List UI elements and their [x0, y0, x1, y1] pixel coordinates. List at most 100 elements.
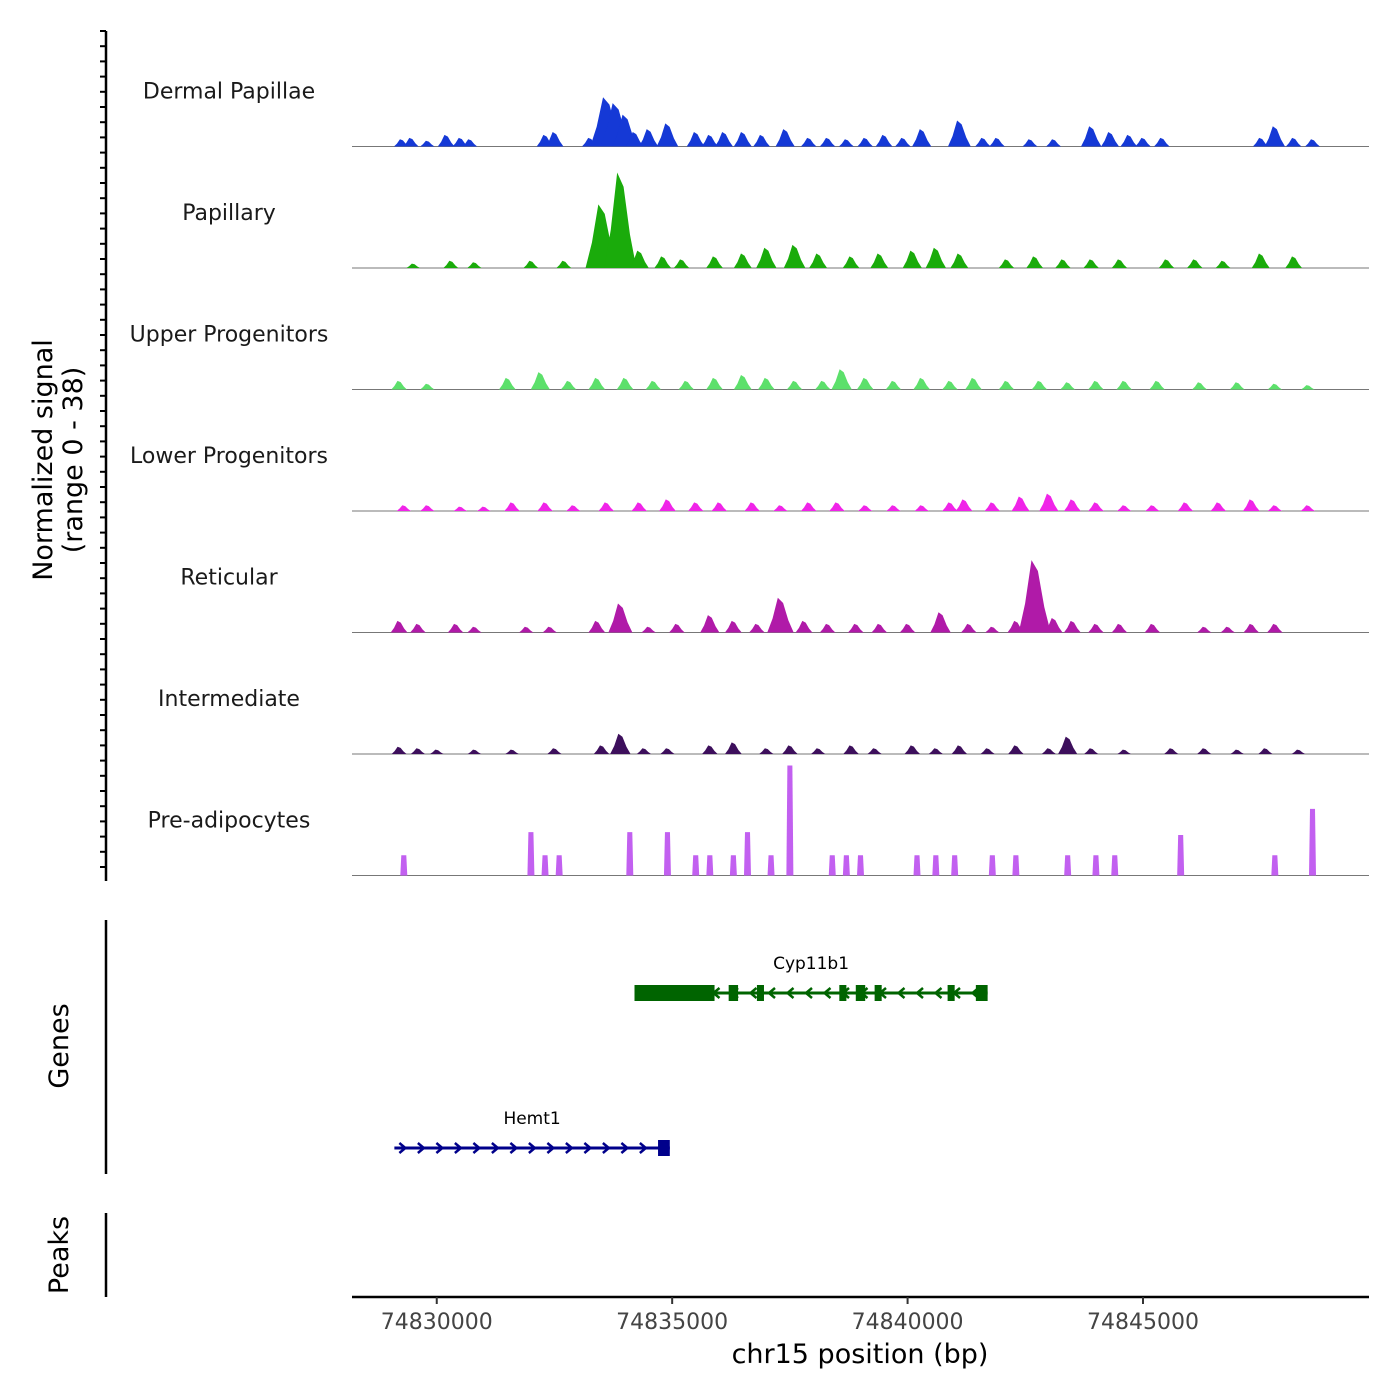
- signal-peak: [951, 855, 959, 876]
- gene-exon: [947, 985, 955, 1001]
- signal-peak: [724, 620, 742, 633]
- signal-peak: [842, 855, 850, 876]
- signal-peak: [1177, 502, 1194, 511]
- signal-peak: [396, 505, 411, 511]
- signal-peak: [930, 612, 951, 633]
- signal-peak: [1305, 139, 1320, 147]
- signal-peak: [767, 855, 775, 876]
- strand-arrow-icon: [915, 987, 924, 999]
- signal-peak: [871, 623, 888, 633]
- signal-peak: [1018, 560, 1051, 633]
- signal-peak: [1145, 505, 1160, 511]
- signal-peak: [453, 506, 468, 511]
- signal-peak: [706, 256, 723, 268]
- signal-peak: [1026, 256, 1044, 268]
- signal-peak: [902, 250, 922, 268]
- gene-exon: [756, 985, 764, 1001]
- signal-peak: [1135, 137, 1151, 147]
- signal-peak: [692, 855, 700, 876]
- signal-peak: [975, 137, 991, 147]
- x-tick-label: 74835000: [616, 1310, 728, 1335]
- track-label: Upper Progenitors: [130, 323, 329, 348]
- signal-peak: [733, 375, 752, 390]
- signal-peak: [1192, 382, 1207, 390]
- signal-peak: [815, 380, 831, 390]
- signal-peak: [504, 502, 520, 511]
- signal-peak: [1164, 748, 1179, 754]
- signal-peak: [406, 263, 421, 268]
- signal-peak: [1243, 623, 1260, 633]
- signal-peak: [1039, 493, 1059, 511]
- signal-peak: [476, 506, 491, 511]
- signal-peak: [1084, 748, 1099, 754]
- signal-peak: [391, 746, 407, 754]
- signal-peak: [641, 626, 656, 633]
- signal-peak: [447, 623, 464, 633]
- signal-peak: [913, 855, 921, 876]
- signal-peak: [960, 623, 977, 633]
- signal-peak: [626, 832, 634, 876]
- signal-peak: [1144, 623, 1161, 633]
- signal-peak: [886, 505, 901, 511]
- signal-peak: [1060, 382, 1076, 390]
- signal-peak: [687, 502, 704, 511]
- track-label: Lower Progenitors: [130, 444, 328, 469]
- signal-peak: [955, 499, 973, 511]
- signal-peak: [560, 380, 577, 390]
- signal-peak: [608, 603, 633, 633]
- signal-peak: [1012, 855, 1020, 876]
- strand-arrow-icon: [398, 1142, 408, 1154]
- signal-peak: [744, 832, 751, 876]
- track-label: Pre-adipocytes: [148, 809, 311, 834]
- track-intermediate: Intermediate: [158, 687, 1369, 755]
- signal-peak: [1267, 623, 1283, 633]
- signal-peak: [1285, 137, 1302, 147]
- signal-peak: [1220, 626, 1235, 633]
- signal-peak: [1197, 626, 1212, 633]
- signal-peak: [686, 132, 705, 147]
- signal-peak: [678, 380, 695, 390]
- signal-peak: [984, 502, 1001, 511]
- signal-peak: [1088, 380, 1104, 390]
- signal-peak: [545, 132, 564, 147]
- signal-peak: [400, 855, 408, 876]
- signal-peak: [654, 256, 672, 268]
- signal-peak: [1063, 499, 1081, 511]
- track-papillary: Papillary: [182, 172, 1369, 269]
- signal-peak: [1031, 380, 1048, 390]
- signal-peak: [773, 505, 788, 511]
- gene-exon: [874, 985, 882, 1001]
- signal-peak: [706, 855, 714, 876]
- strand-arrow-icon: [748, 987, 758, 999]
- signal-peak: [928, 748, 944, 754]
- signal-peak: [443, 260, 459, 268]
- signal-peak: [998, 380, 1015, 390]
- signal-peak: [410, 623, 426, 633]
- strand-arrow-icon: [620, 1142, 630, 1154]
- signal-peak: [467, 626, 482, 633]
- signal-peak: [733, 132, 752, 147]
- track-label: Intermediate: [158, 687, 300, 712]
- signal-peak: [782, 745, 798, 754]
- signal-peak: [1111, 259, 1128, 268]
- signal-peak: [733, 253, 752, 268]
- signal-peak: [951, 745, 968, 754]
- signal-peak: [610, 733, 631, 754]
- strand-arrow-icon: [896, 987, 906, 999]
- strand-arrow-icon: [435, 1142, 445, 1154]
- x-axis-ticks: 74830000 74835000 74840000 74845000: [381, 1297, 1199, 1335]
- signal-peak: [391, 380, 407, 390]
- signal-peak: [527, 832, 535, 876]
- signal-peak: [390, 620, 408, 633]
- signal-peak: [669, 623, 685, 633]
- gene-exon: [728, 985, 739, 1001]
- signal-peak: [828, 855, 836, 876]
- signal-peak: [985, 626, 1000, 633]
- signal-peak: [810, 748, 826, 754]
- signal-peak: [819, 623, 836, 633]
- gene-exon: [839, 985, 847, 1001]
- signal-peak: [856, 377, 874, 390]
- signal-peak: [1242, 499, 1260, 511]
- signal-peak: [1229, 382, 1245, 390]
- signal-peak: [1111, 623, 1128, 633]
